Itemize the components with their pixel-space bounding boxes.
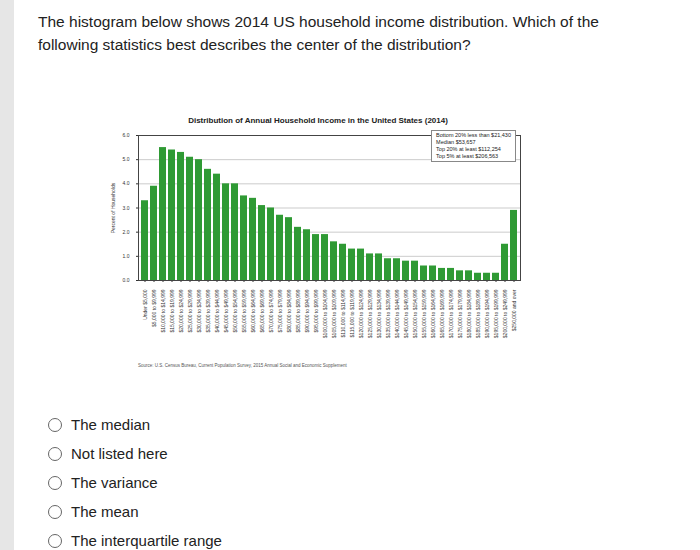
html-text:The variance: The variance (71, 474, 158, 491)
html-text:Not listed here: Not listed here (71, 445, 168, 462)
svg-text:$110,000 to $114,999: $110,000 to $114,999 (340, 289, 346, 337)
html-text:The median: The median (71, 416, 151, 433)
svg-text:$10,000 to $14,999: $10,000 to $14,999 (160, 289, 166, 332)
html-text:Top 20% at least $112,254: Top 20% at least $112,254 (436, 146, 501, 152)
svg-text:5.0: 5.0 (123, 156, 130, 162)
html-text:Median $53,657: Median $53,657 (436, 139, 476, 145)
svg-text:$200,000 to $249,999: $200,000 to $249,999 (502, 289, 508, 338)
svg-text:$145,000 to $149,999: $145,000 to $149,999 (403, 289, 409, 338)
svg-text:$130,000 to $134,999: $130,000 to $134,999 (376, 289, 382, 338)
svg-text:$50,000 to $54,999: $50,000 to $54,999 (232, 289, 238, 332)
svg-text:$85,000 to $89,999: $85,000 to $89,999 (295, 289, 301, 332)
svg-text:$75,000 to $79,999: $75,000 to $79,999 (277, 289, 283, 332)
html-text:Top 5% at least $206,563: Top 5% at least $206,563 (436, 153, 499, 159)
svg-text:$25,000 to $29,999: $25,000 to $29,999 (187, 289, 193, 332)
svg-text:2.0: 2.0 (123, 229, 130, 235)
svg-text:$140,000 to $144,999: $140,000 to $144,999 (394, 289, 400, 338)
svg-text:6.0: 6.0 (123, 132, 130, 138)
svg-text:1.0: 1.0 (123, 253, 130, 259)
svg-text:$80,000 to $84,999: $80,000 to $84,999 (286, 289, 292, 332)
html-text:Distribution of Annual Househo: Distribution of Annual Household Income … (188, 116, 448, 125)
svg-text:$40,000 to $44,999: $40,000 to $44,999 (214, 289, 220, 332)
svg-text:$95,000 to $99,999: $95,000 to $99,999 (313, 289, 319, 332)
svg-text:$90,000 to $94,999: $90,000 to $94,999 (304, 289, 310, 332)
svg-text:$190,000 to $194,999: $190,000 to $194,999 (484, 289, 490, 338)
svg-text:$15,000 to $19,999: $15,000 to $19,999 (169, 289, 175, 332)
svg-text:$60,000 to $64,999: $60,000 to $64,999 (250, 289, 256, 332)
svg-text:$250,000 and over: $250,000 and over (511, 289, 517, 331)
svg-text:$5,000 to $9,999: $5,000 to $9,999 (151, 289, 157, 327)
html-text:Bottom 20% less than $21,430: Bottom 20% less than $21,430 (436, 132, 511, 138)
svg-text:4.0: 4.0 (123, 180, 130, 186)
html-text:Source: U.S. Census Bureau, Cu: Source: U.S. Census Bureau, Current Popu… (138, 363, 347, 368)
svg-text:$125,000 to $129,999: $125,000 to $129,999 (367, 289, 373, 338)
html-text:The interquartile range: The interquartile range (71, 532, 222, 549)
html-text:The histogram below shows 2014: The histogram below shows 2014 US househ… (38, 13, 599, 53)
svg-text:$185,000 to $189,999: $185,000 to $189,999 (475, 289, 481, 338)
svg-text:Under $5,000: Under $5,000 (142, 289, 148, 320)
svg-text:$55,000 to $59,999: $55,000 to $59,999 (241, 289, 247, 332)
svg-text:3.0: 3.0 (123, 205, 130, 211)
svg-text:$115,000 to $119,999: $115,000 to $119,999 (349, 289, 355, 337)
svg-text:Percent of Households: Percent of Households (110, 182, 116, 233)
svg-text:$70,000 to $74,999: $70,000 to $74,999 (268, 289, 274, 332)
svg-text:$105,000 to $109,999: $105,000 to $109,999 (331, 289, 337, 338)
svg-text:$170,000 to $174,999: $170,000 to $174,999 (448, 289, 454, 338)
svg-text:$20,000 to $24,999: $20,000 to $24,999 (178, 289, 184, 332)
svg-text:$65,000 to $69,999: $65,000 to $69,999 (259, 289, 265, 332)
svg-text:$195,000 to $199,999: $195,000 to $199,999 (493, 289, 499, 338)
html-text:The mean: The mean (71, 503, 139, 520)
svg-text:0.0: 0.0 (123, 277, 130, 283)
svg-text:$135,000 to $139,999: $135,000 to $139,999 (385, 289, 391, 338)
svg-text:$120,000 to $124,999: $120,000 to $124,999 (358, 289, 364, 338)
svg-text:$175,000 to $179,999: $175,000 to $179,999 (457, 289, 463, 338)
svg-text:$100,000 to $104,999: $100,000 to $104,999 (322, 289, 328, 338)
svg-text:$30,000 to $34,999: $30,000 to $34,999 (196, 289, 202, 332)
svg-text:$150,000 to $154,999: $150,000 to $154,999 (412, 289, 418, 338)
svg-text:$160,000 to $164,999: $160,000 to $164,999 (430, 289, 436, 338)
svg-text:$155,000 to $159,999: $155,000 to $159,999 (421, 289, 427, 338)
svg-text:$35,000 to $39,999: $35,000 to $39,999 (205, 289, 211, 332)
svg-text:$45,000 to $49,999: $45,000 to $49,999 (223, 289, 229, 332)
svg-text:$180,000 to $184,999: $180,000 to $184,999 (466, 289, 472, 338)
svg-text:$165,000 to $169,999: $165,000 to $169,999 (439, 289, 445, 338)
